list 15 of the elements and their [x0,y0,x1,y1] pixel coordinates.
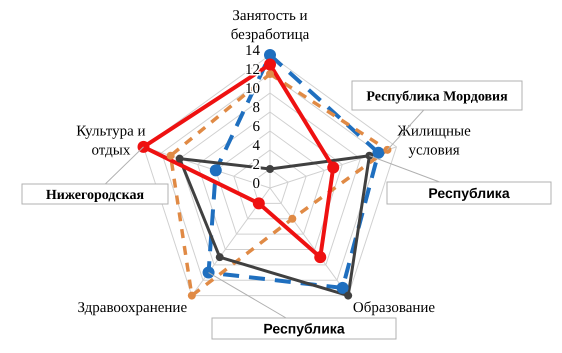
y-tick-label: 6 [252,119,260,135]
spoke-label: Образование [352,300,436,316]
text: Нижегородская [46,188,145,203]
text: Республика [428,185,510,201]
series-label: Республика Мордовия [366,90,508,104]
y-tick-label: 0 [252,176,260,192]
y-tick-label: 8 [252,100,260,116]
spoke-label: Жилищные условия [397,123,472,158]
spoke-label: Культура и отдых [76,123,146,158]
text: Республика [263,320,345,336]
y-tick-label: 4 [252,138,260,154]
spoke-label: Здравоохранение [78,300,188,316]
y-tick-label: 12 [245,62,260,78]
y-tick-label: 14 [245,43,260,59]
spoke-label: Занятость и безработица [230,8,310,43]
